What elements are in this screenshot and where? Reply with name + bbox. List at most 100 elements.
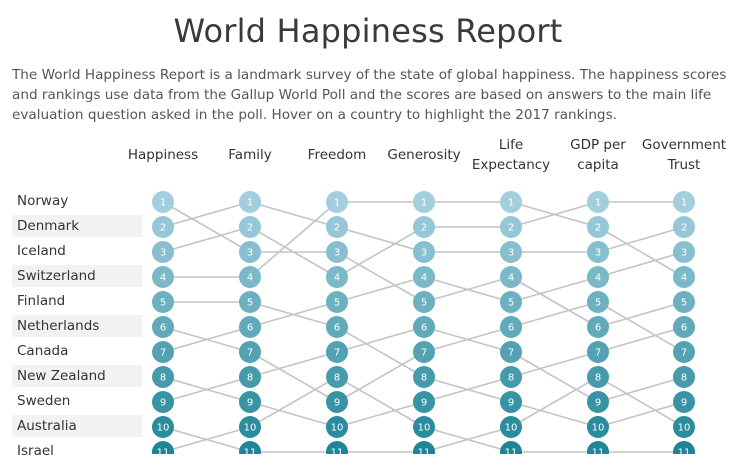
- country-label[interactable]: Denmark: [12, 215, 142, 237]
- rank-marker[interactable]: [326, 216, 348, 238]
- country-label[interactable]: Sweden: [17, 393, 71, 409]
- rank-marker[interactable]: [587, 366, 609, 388]
- rank-marker[interactable]: [326, 241, 348, 263]
- rank-marker[interactable]: [673, 391, 695, 413]
- rank-marker[interactable]: [239, 191, 261, 213]
- rank-marker[interactable]: [152, 341, 174, 363]
- rank-marker[interactable]: [152, 416, 174, 438]
- rank-number: 8: [421, 373, 427, 384]
- rank-marker[interactable]: [673, 266, 695, 288]
- rank-marker[interactable]: [413, 441, 435, 454]
- rank-marker[interactable]: [326, 441, 348, 454]
- rank-marker[interactable]: [326, 291, 348, 313]
- rank-marker[interactable]: [239, 441, 261, 454]
- rank-marker[interactable]: [152, 391, 174, 413]
- rank-marker[interactable]: [673, 416, 695, 438]
- rank-marker[interactable]: [500, 191, 522, 213]
- rank-marker[interactable]: [500, 441, 522, 454]
- rank-marker[interactable]: [152, 191, 174, 213]
- rank-number: 6: [595, 323, 601, 334]
- rank-marker[interactable]: [239, 341, 261, 363]
- country-label[interactable]: Australia: [12, 415, 142, 437]
- rank-marker[interactable]: [326, 266, 348, 288]
- rank-marker[interactable]: [587, 266, 609, 288]
- rank-marker[interactable]: [152, 366, 174, 388]
- rank-marker[interactable]: [413, 291, 435, 313]
- country-label[interactable]: New Zealand: [12, 365, 142, 387]
- rank-marker[interactable]: [239, 291, 261, 313]
- rank-marker[interactable]: [500, 416, 522, 438]
- rank-marker[interactable]: [413, 191, 435, 213]
- rank-marker[interactable]: [413, 266, 435, 288]
- country-label[interactable]: Norway: [17, 193, 69, 209]
- rank-number: 5: [681, 298, 687, 309]
- rank-number: 4: [508, 273, 514, 284]
- country-label[interactable]: Iceland: [17, 243, 66, 259]
- rank-marker[interactable]: [152, 291, 174, 313]
- rank-marker[interactable]: [500, 266, 522, 288]
- rank-marker[interactable]: [500, 391, 522, 413]
- rank-marker[interactable]: [587, 316, 609, 338]
- rank-marker[interactable]: [326, 391, 348, 413]
- rank-marker[interactable]: [239, 216, 261, 238]
- country-label[interactable]: Canada: [17, 343, 69, 359]
- rank-marker[interactable]: [152, 266, 174, 288]
- rank-marker[interactable]: [239, 416, 261, 438]
- rank-marker[interactable]: [673, 341, 695, 363]
- rank-marker[interactable]: [413, 241, 435, 263]
- rank-marker[interactable]: [326, 191, 348, 213]
- rank-connector: [336, 376, 425, 428]
- rank-marker[interactable]: [587, 391, 609, 413]
- rank-marker[interactable]: [152, 216, 174, 238]
- rank-marker[interactable]: [587, 216, 609, 238]
- rank-marker[interactable]: [239, 266, 261, 288]
- rank-marker[interactable]: [413, 341, 435, 363]
- rank-number: 2: [421, 223, 427, 234]
- column-header-line: Freedom: [307, 147, 367, 163]
- rank-marker[interactable]: [500, 216, 522, 238]
- rank-marker[interactable]: [587, 191, 609, 213]
- country-label[interactable]: Switzerland: [12, 265, 142, 287]
- rank-marker[interactable]: [239, 241, 261, 263]
- rank-marker[interactable]: [673, 191, 695, 213]
- rank-marker[interactable]: [326, 366, 348, 388]
- rank-marker[interactable]: [413, 316, 435, 338]
- rank-number: 5: [508, 298, 514, 309]
- rank-marker[interactable]: [500, 366, 522, 388]
- rank-marker[interactable]: [500, 241, 522, 263]
- rank-marker[interactable]: [239, 316, 261, 338]
- rank-connector: [162, 226, 251, 253]
- rank-marker[interactable]: [152, 241, 174, 263]
- rank-marker[interactable]: [673, 216, 695, 238]
- rank-marker[interactable]: [413, 416, 435, 438]
- rank-marker[interactable]: [239, 366, 261, 388]
- rank-marker[interactable]: [152, 316, 174, 338]
- rank-marker[interactable]: [326, 341, 348, 363]
- rank-marker[interactable]: [587, 291, 609, 313]
- rank-marker[interactable]: [413, 216, 435, 238]
- rank-marker[interactable]: [413, 391, 435, 413]
- rank-marker[interactable]: [673, 316, 695, 338]
- rank-marker[interactable]: [673, 366, 695, 388]
- country-label[interactable]: Finland: [17, 293, 66, 309]
- rank-number: 3: [334, 248, 340, 259]
- rank-number: 1: [421, 198, 427, 209]
- rank-marker[interactable]: [587, 241, 609, 263]
- rank-marker[interactable]: [587, 341, 609, 363]
- rank-marker[interactable]: [587, 416, 609, 438]
- rank-marker[interactable]: [500, 341, 522, 363]
- rank-marker[interactable]: [152, 441, 174, 454]
- page-title: World Happiness Report: [173, 12, 563, 50]
- rank-marker[interactable]: [500, 316, 522, 338]
- rank-marker[interactable]: [500, 291, 522, 313]
- country-label[interactable]: Netherlands: [12, 315, 142, 337]
- rank-number: 9: [595, 398, 601, 409]
- rank-marker[interactable]: [239, 391, 261, 413]
- rank-marker[interactable]: [326, 416, 348, 438]
- rank-marker[interactable]: [673, 291, 695, 313]
- rank-marker[interactable]: [326, 316, 348, 338]
- rank-marker[interactable]: [413, 366, 435, 388]
- rank-marker[interactable]: [587, 441, 609, 454]
- rank-marker[interactable]: [673, 441, 695, 454]
- rank-marker[interactable]: [673, 241, 695, 263]
